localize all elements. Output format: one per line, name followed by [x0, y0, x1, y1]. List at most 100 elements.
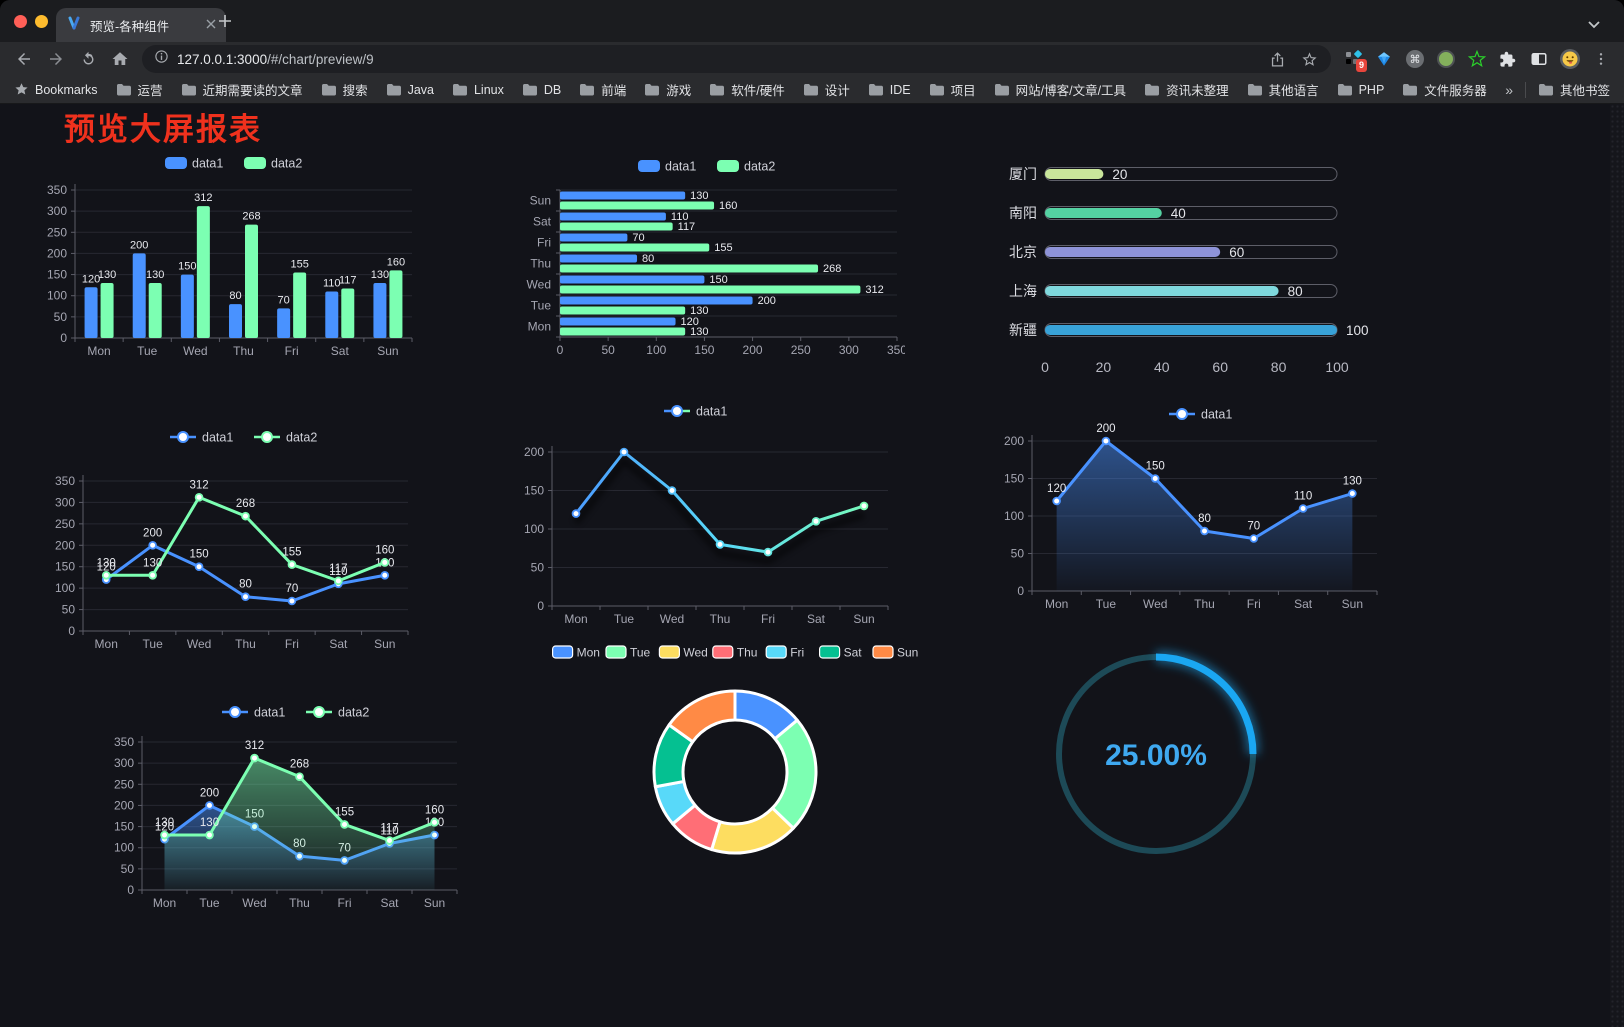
extension-command-icon[interactable]: ⌘: [1399, 45, 1430, 73]
bookmark-folder-label: PHP: [1358, 82, 1385, 97]
svg-text:50: 50: [62, 603, 76, 617]
reload-button[interactable]: [72, 45, 104, 73]
bookmark-folder-item[interactable]: 前端: [579, 80, 626, 99]
bookmark-folder-item[interactable]: 近期需要读的文章: [181, 80, 303, 99]
bookmark-folder-label: 网站/博客/文章/工具: [1015, 84, 1127, 98]
svg-text:data1: data1: [202, 431, 233, 445]
chart-line-gradient[interactable]: 0 50 100 150 200 Mon Tue Wed Thu Fri Sat Sun data1: [505, 398, 895, 635]
chart-bar-grouped-horizontal[interactable]: data1 data2 0 50 100 150 200 250 300 350 Sun 130 160…: [500, 152, 908, 377]
svg-text:120: 120: [82, 273, 100, 285]
tabstrip-chevron-icon[interactable]: [1588, 16, 1600, 34]
svg-text:⌘: ⌘: [1409, 54, 1420, 66]
svg-text:data1: data1: [1201, 408, 1232, 422]
extension-green-star-icon[interactable]: [1461, 45, 1492, 73]
site-favicon-icon: [66, 15, 82, 36]
svg-text:200: 200: [200, 787, 219, 799]
svg-text:120: 120: [681, 316, 699, 328]
chart-donut-pie[interactable]: Mon Tue Wed Thu Fri Sat Sun: [545, 640, 935, 880]
bookmark-folder-item[interactable]: 其他语言: [1247, 80, 1319, 99]
bookmark-folder-item[interactable]: 搜索: [321, 80, 368, 99]
svg-text:250: 250: [791, 343, 811, 357]
chart-capsule-progress[interactable]: 厦门 20 南阳 40 北京 60 上海 80 新疆 100 0 20 40 60 80 100: [990, 150, 1390, 395]
bookmark-folder-item[interactable]: 软件/硬件: [709, 80, 785, 99]
bookmarks-root-item[interactable]: Bookmarks: [14, 82, 98, 97]
bookmark-folder-item[interactable]: PHP: [1337, 82, 1385, 97]
page-title: 预览大屏报表: [64, 112, 262, 147]
bookmark-folder-label: 近期需要读的文章: [202, 84, 303, 98]
svg-text:Thu: Thu: [1194, 597, 1215, 611]
svg-text:80: 80: [239, 579, 252, 591]
svg-text:data1: data1: [254, 706, 285, 720]
svg-text:data2: data2: [338, 706, 369, 720]
svg-text:130: 130: [690, 190, 708, 202]
svg-text:70: 70: [1247, 521, 1260, 533]
svg-text:Sat: Sat: [1294, 597, 1313, 611]
close-window-button[interactable]: [14, 15, 27, 28]
page-info-icon[interactable]: [154, 49, 169, 69]
bookmark-folder-item[interactable]: 运营: [116, 80, 163, 99]
bookmark-folder-item[interactable]: Java: [386, 83, 434, 97]
svg-text:80: 80: [1198, 513, 1211, 525]
browser-menu-kebab-icon[interactable]: [1585, 45, 1616, 73]
chart-gauge[interactable]: 25.00%: [1040, 638, 1275, 878]
svg-text:150: 150: [709, 274, 727, 286]
chart-line-area-dual[interactable]: 0 50 100 150 200 250 300 350 Mon Tue Wed Thu Fri Sat S…: [100, 678, 475, 927]
svg-text:110: 110: [323, 277, 341, 289]
bookmark-folder-label: 软件/硬件: [731, 84, 785, 98]
svg-text:Fri: Fri: [285, 344, 299, 358]
svg-text:100: 100: [1325, 359, 1349, 375]
bookmark-folder-item[interactable]: 游戏: [644, 80, 691, 99]
svg-text:130: 130: [146, 269, 164, 281]
svg-text:70: 70: [632, 232, 644, 244]
extension-green-circle-icon[interactable]: [1430, 45, 1461, 73]
svg-text:60: 60: [1212, 359, 1228, 375]
svg-text:130: 130: [98, 269, 116, 281]
chart-line-dual[interactable]: 0 50 100 150 200 250 300 350 Mon Tue Wed Thu Fri Sat S…: [45, 425, 425, 666]
profile-emoji-icon[interactable]: [1554, 45, 1585, 73]
extension-grid-icon[interactable]: 9: [1337, 45, 1368, 73]
bookmark-folder-item[interactable]: 项目: [929, 80, 976, 99]
bookmarks-overflow-chevron[interactable]: »: [1505, 81, 1513, 98]
forward-button[interactable]: [40, 45, 72, 73]
svg-text:120: 120: [97, 562, 116, 574]
bookmark-folder-item[interactable]: Linux: [452, 83, 504, 97]
share-icon[interactable]: [1261, 45, 1293, 73]
other-bookmarks-item[interactable]: 其他书签: [1538, 80, 1610, 99]
svg-text:Thu: Thu: [737, 646, 758, 660]
bookmark-folder-label: 运营: [137, 84, 163, 98]
svg-text:Thu: Thu: [530, 257, 551, 271]
svg-text:80: 80: [1271, 359, 1287, 375]
home-button[interactable]: [104, 45, 136, 73]
svg-text:新疆: 新疆: [1009, 322, 1037, 338]
folder-icon: [803, 84, 818, 96]
chart-line-area-single[interactable]: 0 50 100 150 200 Mon Tue Wed Thu Fri Sat Sun data1 12…: [985, 388, 1390, 625]
minimize-window-button[interactable]: [35, 15, 48, 28]
bookmark-star-icon[interactable]: [1293, 45, 1325, 73]
svg-text:50: 50: [121, 862, 135, 876]
extensions-puzzle-icon[interactable]: [1492, 45, 1523, 73]
dashboard-page: 预览大屏报表 0 50 100 150 200 250 300 350 Mon Tue Wed Thu…: [0, 104, 1624, 1027]
svg-text:Sat: Sat: [807, 612, 826, 626]
bookmark-folder-item[interactable]: 文件服务器: [1402, 80, 1487, 99]
svg-text:Sat: Sat: [331, 344, 350, 358]
new-tab-button[interactable]: [218, 14, 232, 33]
bookmark-folder-label: IDE: [889, 82, 911, 97]
svg-text:Mon: Mon: [87, 344, 110, 358]
back-button[interactable]: [8, 45, 40, 73]
sidebar-toggle-icon[interactable]: [1523, 45, 1554, 73]
bookmark-folder-item[interactable]: 网站/博客/文章/工具: [994, 80, 1126, 99]
svg-text:100: 100: [1004, 509, 1024, 523]
bookmark-folder-item[interactable]: DB: [522, 83, 561, 97]
browser-tab[interactable]: 预览-各种组件: [56, 8, 226, 42]
bookmark-folder-item[interactable]: 设计: [803, 80, 850, 99]
chart-bar-grouped-vertical[interactable]: 0 50 100 150 200 250 300 350 Mon Tue Wed Thu Fri Sat S…: [45, 150, 460, 370]
svg-text:130: 130: [97, 557, 116, 569]
page-scrollbar[interactable]: [1610, 104, 1624, 1027]
bookmark-folder-item[interactable]: IDE: [868, 83, 911, 97]
bookmark-folder-item[interactable]: 资讯未整理: [1144, 80, 1229, 99]
svg-text:300: 300: [114, 756, 134, 770]
bookmarks-bar: Bookmarks 运营 近期需要读的文章 搜索 Java Linux DB 前端 游戏 软件/…: [0, 76, 1624, 104]
tab-close-icon[interactable]: [206, 16, 216, 34]
url-bar[interactable]: 127.0.0.1:3000/#/chart/preview/9: [142, 45, 1331, 73]
extension-gem-icon[interactable]: [1368, 45, 1399, 73]
